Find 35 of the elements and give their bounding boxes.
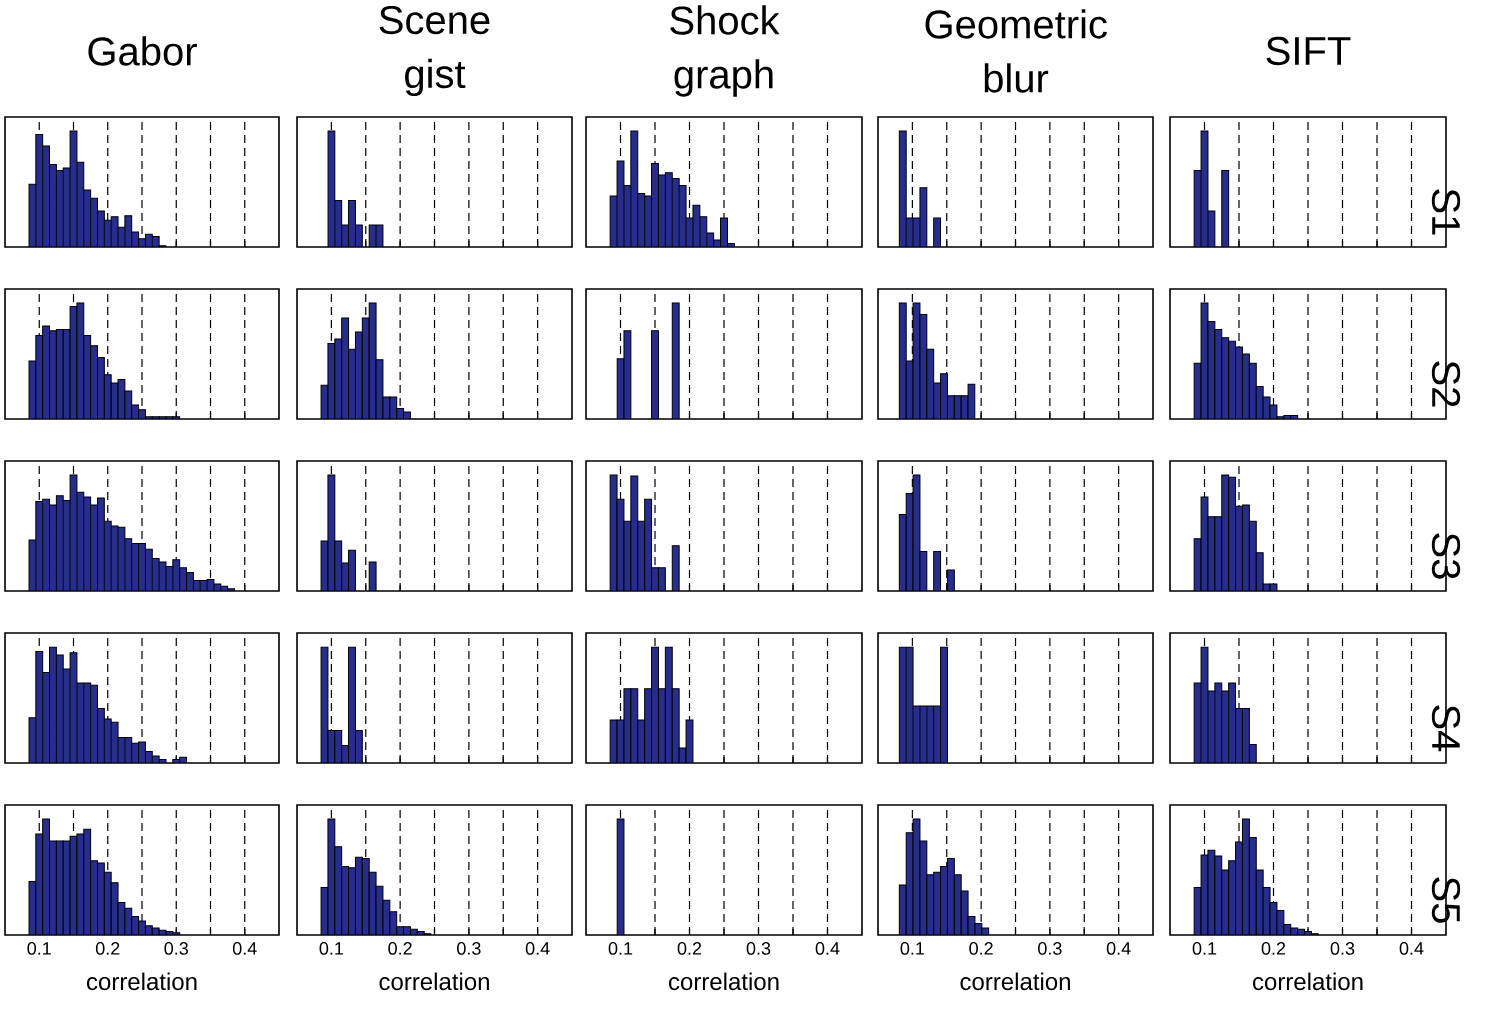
x-axis-title: correlation — [379, 972, 489, 991]
y2-axis-title: S3 — [1431, 533, 1461, 579]
x-axis-title: correlation — [1252, 972, 1363, 991]
x-tick-label: 0.3 — [1330, 942, 1355, 955]
chart-title: SIFT — [1266, 36, 1351, 66]
x-tick-label: 0.3 — [164, 942, 188, 955]
x-tick-label: 0.2 — [677, 942, 702, 955]
x-tick-label: 0.4 — [525, 942, 550, 955]
x-tick-label: 0.4 — [1399, 942, 1424, 955]
chart-title: Scene gist — [379, 5, 490, 97]
chart-title: Shock graph — [670, 5, 780, 97]
x-tick-label: 0.1 — [608, 942, 633, 955]
x-tick-label: 0.1 — [27, 942, 51, 955]
x-axis-title: correlation — [86, 972, 197, 991]
y2-axis-title: S2 — [1431, 361, 1461, 407]
x-tick-label: 0.2 — [1261, 942, 1286, 955]
x-tick-label: 0.1 — [1192, 942, 1217, 955]
chart-title: Geometric blur — [925, 9, 1107, 93]
x-tick-label: 0.4 — [1106, 942, 1131, 955]
x-tick-label: 0.3 — [457, 942, 481, 955]
x-axis-title: correlation — [960, 972, 1070, 991]
x-tick-label: 0.2 — [388, 942, 412, 955]
y2-axis-title: S4 — [1431, 705, 1461, 752]
y2-axis-title: S1 — [1431, 189, 1461, 235]
y2-axis-title: S5 — [1431, 877, 1461, 923]
x-tick-label: 0.3 — [1038, 942, 1062, 955]
x-tick-label: 0.2 — [95, 942, 120, 955]
x-tick-label: 0.1 — [319, 942, 344, 955]
x-tick-label: 0.4 — [815, 942, 840, 955]
x-tick-label: 0.1 — [900, 942, 925, 955]
chart-title: Gabor — [88, 36, 197, 66]
x-tick-label: 0.3 — [746, 942, 771, 955]
x-tick-label: 0.4 — [232, 942, 257, 955]
x-axis-title: correlation — [668, 972, 779, 991]
x-tick-label: 0.2 — [969, 942, 993, 955]
